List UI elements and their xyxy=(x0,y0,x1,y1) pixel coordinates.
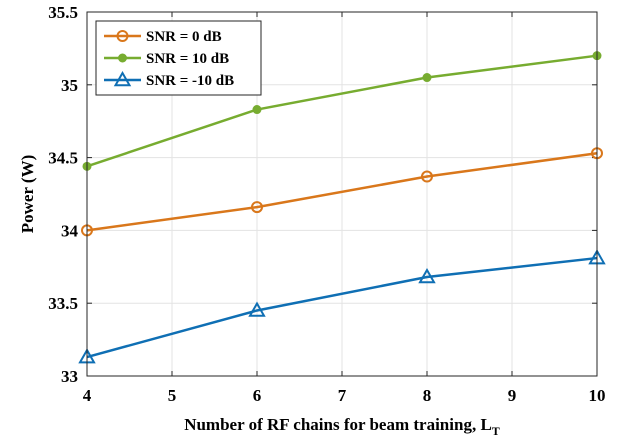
x-tick-label: 6 xyxy=(253,386,262,405)
x-tick-label: 8 xyxy=(423,386,432,405)
legend-marker xyxy=(113,70,132,87)
y-tick-label: 35.5 xyxy=(48,3,78,22)
y-tick-label: 35 xyxy=(61,76,78,95)
x-tick-label: 4 xyxy=(83,386,92,405)
legend: SNR = 0 dB SNR = 10 dB SNR = -10 dB xyxy=(95,20,262,96)
legend-label: SNR = 0 dB xyxy=(146,29,222,45)
x-tick-label: 5 xyxy=(168,386,177,405)
series-line xyxy=(86,256,598,359)
x-tick-label: 10 xyxy=(589,386,606,405)
data-point xyxy=(251,201,263,214)
data-point xyxy=(252,105,262,115)
legend-label: SNR = 10 dB xyxy=(146,51,229,67)
legend-label: SNR = -10 dB xyxy=(146,73,234,89)
data-point xyxy=(422,73,432,83)
y-axis-ticks: 33 33.5 34 34.5 35 35.5 xyxy=(48,3,597,386)
y-axis-title: Power (W) xyxy=(18,155,37,234)
x-tick-label: 7 xyxy=(338,386,347,405)
series-line xyxy=(86,151,598,232)
series-0 xyxy=(81,147,603,237)
legend-marker xyxy=(116,30,129,42)
x-tick-label: 9 xyxy=(508,386,517,405)
y-tick-label: 34 xyxy=(61,221,79,240)
legend-item: SNR = 0 dB xyxy=(104,29,222,45)
x-axis-ticks: 4 5 6 7 8 9 10 xyxy=(83,12,606,405)
legend-item: SNR = 10 dB xyxy=(104,51,229,67)
data-point xyxy=(421,170,433,183)
plot-frame xyxy=(86,11,598,377)
x-axis-title: Number of RF chains for beam training, L… xyxy=(184,415,500,438)
y-tick-label: 34.5 xyxy=(48,149,78,168)
x-axis-title-main: Number of RF chains for beam training, L xyxy=(184,415,492,434)
data-point xyxy=(248,301,266,317)
y-tick-label: 33 xyxy=(61,367,78,386)
series-line xyxy=(86,54,598,168)
y-tick-label: 33.5 xyxy=(48,294,78,313)
x-axis-title-subscript: T xyxy=(492,424,500,438)
legend-marker xyxy=(118,53,127,63)
legend-item: SNR = -10 dB xyxy=(104,70,234,89)
data-point xyxy=(418,267,436,284)
